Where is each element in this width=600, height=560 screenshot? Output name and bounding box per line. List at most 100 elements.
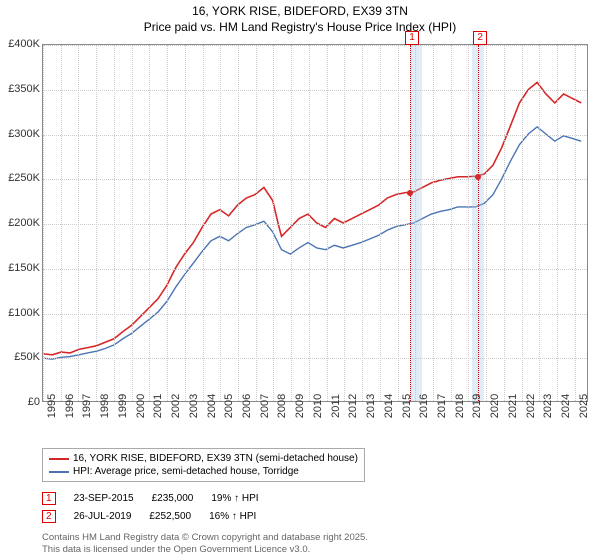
x-tick-label: 2011 — [330, 394, 342, 418]
footer-copyright: Contains HM Land Registry data © Crown c… — [42, 532, 368, 543]
x-tick-label: 2004 — [206, 394, 218, 418]
legend-item: 16, YORK RISE, BIDEFORD, EX39 3TN (semi-… — [49, 452, 358, 465]
y-tick-label: £250K — [0, 172, 40, 184]
legend-swatch — [49, 471, 69, 473]
y-tick-label: £150K — [0, 262, 40, 274]
transaction-date: 26-JUL-2019 — [74, 511, 132, 522]
x-tick-label: 2024 — [560, 394, 572, 418]
gridline-v — [273, 45, 274, 401]
x-tick-label: 2001 — [152, 394, 164, 418]
event-marker-badge: 2 — [473, 31, 487, 45]
x-tick-label: 2012 — [347, 394, 359, 418]
x-tick-label: 2015 — [401, 394, 413, 418]
gridline-v — [468, 45, 469, 401]
y-tick-label: £50K — [0, 351, 40, 363]
x-tick-label: 1996 — [64, 394, 76, 418]
x-tick-label: 2013 — [365, 394, 377, 418]
gridline-v — [504, 45, 505, 401]
gridline-v — [398, 45, 399, 401]
gridline-h — [43, 45, 587, 46]
x-tick-label: 2007 — [259, 394, 271, 418]
transaction-date: 23-SEP-2015 — [74, 493, 134, 504]
transaction-badge: 2 — [42, 510, 56, 523]
gridline-h — [43, 90, 587, 91]
data-point-marker — [407, 190, 413, 196]
gridline-v — [149, 45, 150, 401]
transaction-row-2: 2 26-JUL-2019 £252,500 16% ↑ HPI — [42, 510, 256, 523]
gridline-v — [114, 45, 115, 401]
x-tick-label: 2008 — [276, 394, 288, 418]
series-hpi — [44, 127, 582, 359]
x-tick-label: 2014 — [383, 394, 395, 418]
x-tick-label: 2000 — [135, 394, 147, 418]
x-tick-label: 2025 — [578, 394, 590, 418]
y-tick-label: £300K — [0, 128, 40, 140]
gridline-v — [167, 45, 168, 401]
gridline-v — [344, 45, 345, 401]
gridline-v — [451, 45, 452, 401]
y-tick-label: £100K — [0, 307, 40, 319]
gridline-h — [43, 358, 587, 359]
gridline-v — [61, 45, 62, 401]
gridline-v — [96, 45, 97, 401]
gridline-v — [238, 45, 239, 401]
gridline-v — [362, 45, 363, 401]
gridline-v — [203, 45, 204, 401]
highlight-band — [410, 45, 422, 401]
gridline-v — [380, 45, 381, 401]
gridline-v — [43, 45, 44, 401]
gridline-v — [132, 45, 133, 401]
x-tick-label: 2009 — [294, 394, 306, 418]
gridline-v — [291, 45, 292, 401]
chart-container: 16, YORK RISE, BIDEFORD, EX39 3TN Price … — [0, 0, 600, 560]
x-tick-label: 1995 — [46, 394, 58, 418]
x-tick-label: 2016 — [418, 394, 430, 418]
y-tick-label: £0 — [0, 396, 40, 408]
x-tick-label: 2019 — [471, 394, 483, 418]
gridline-v — [185, 45, 186, 401]
gridline-v — [256, 45, 257, 401]
event-marker-line — [478, 45, 479, 401]
legend-item: HPI: Average price, semi-detached house,… — [49, 465, 358, 478]
x-tick-label: 2018 — [454, 394, 466, 418]
transaction-badge: 1 — [42, 492, 56, 505]
gridline-v — [309, 45, 310, 401]
y-tick-label: £200K — [0, 217, 40, 229]
gridline-h — [43, 224, 587, 225]
gridline-h — [43, 135, 587, 136]
x-tick-label: 2020 — [489, 394, 501, 418]
gridline-v — [327, 45, 328, 401]
transaction-price: £235,000 — [152, 493, 194, 504]
gridline-v — [522, 45, 523, 401]
event-marker-line — [410, 45, 411, 401]
chart-subtitle: Price paid vs. HM Land Registry's House … — [0, 20, 600, 40]
legend: 16, YORK RISE, BIDEFORD, EX39 3TN (semi-… — [42, 448, 365, 482]
x-tick-label: 2002 — [170, 394, 182, 418]
x-tick-label: 2022 — [525, 394, 537, 418]
y-tick-label: £400K — [0, 38, 40, 50]
gridline-v — [575, 45, 576, 401]
transaction-delta: 16% ↑ HPI — [209, 511, 256, 522]
transaction-delta: 19% ↑ HPI — [211, 493, 258, 504]
y-tick-label: £350K — [0, 83, 40, 95]
gridline-h — [43, 314, 587, 315]
transaction-row-1: 1 23-SEP-2015 £235,000 19% ↑ HPI — [42, 492, 259, 505]
x-tick-label: 2005 — [223, 394, 235, 418]
x-tick-label: 2010 — [312, 394, 324, 418]
gridline-v — [486, 45, 487, 401]
gridline-v — [220, 45, 221, 401]
gridline-h — [43, 179, 587, 180]
event-marker-badge: 1 — [405, 31, 419, 45]
x-tick-label: 2006 — [241, 394, 253, 418]
data-point-marker — [475, 174, 481, 180]
footer-license: This data is licensed under the Open Gov… — [42, 544, 310, 555]
x-tick-label: 2003 — [188, 394, 200, 418]
line-series-svg — [43, 45, 587, 401]
x-tick-label: 2023 — [542, 394, 554, 418]
transaction-price: £252,500 — [149, 511, 191, 522]
legend-label: HPI: Average price, semi-detached house,… — [73, 466, 299, 477]
legend-swatch — [49, 458, 69, 460]
x-tick-label: 1997 — [81, 394, 93, 418]
gridline-v — [557, 45, 558, 401]
x-tick-label: 1999 — [117, 394, 129, 418]
